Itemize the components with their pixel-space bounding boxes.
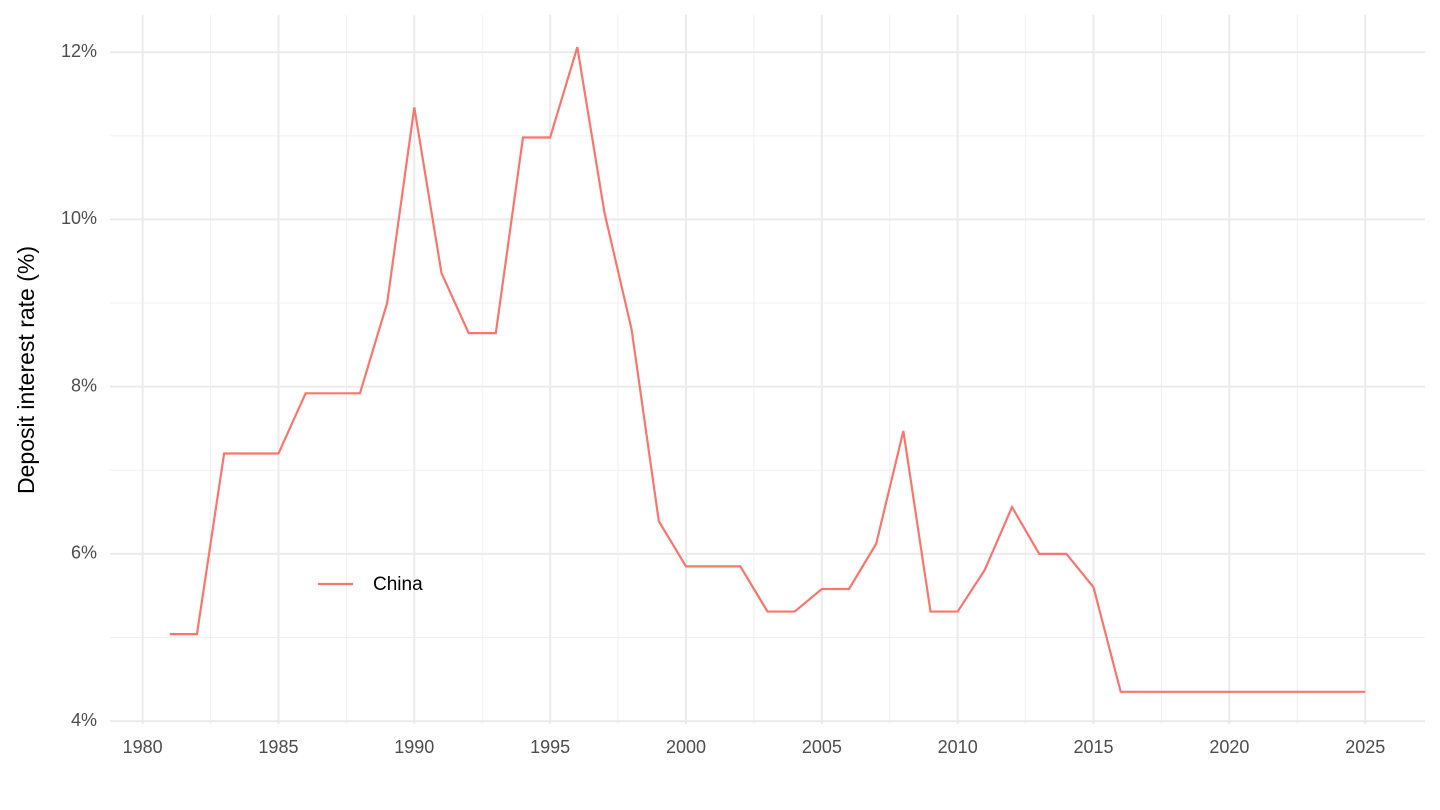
legend-label: China <box>373 574 423 595</box>
line <box>169 46 1366 693</box>
y-axis-title: Deposit interest rate (%) <box>13 246 39 494</box>
y-tick-label: 12% <box>61 41 97 61</box>
x-tick-label: 2025 <box>1345 737 1385 757</box>
x-tick-label: 2000 <box>666 737 706 757</box>
x-tick-label: 1995 <box>530 737 570 757</box>
x-tick-label: 2005 <box>802 737 842 757</box>
x-tick-label: 1985 <box>258 737 298 757</box>
y-tick-label: 8% <box>71 375 97 395</box>
y-tick-label: 4% <box>71 710 97 730</box>
y-tick-label: 10% <box>61 208 97 228</box>
x-tick-label: 1980 <box>123 737 163 757</box>
x-tick-label: 1990 <box>394 737 434 757</box>
x-tick-label: 2015 <box>1074 737 1114 757</box>
x-tick-label: 2010 <box>938 737 978 757</box>
y-tick-label: 6% <box>71 543 97 563</box>
x-tick-label: 2020 <box>1209 737 1249 757</box>
